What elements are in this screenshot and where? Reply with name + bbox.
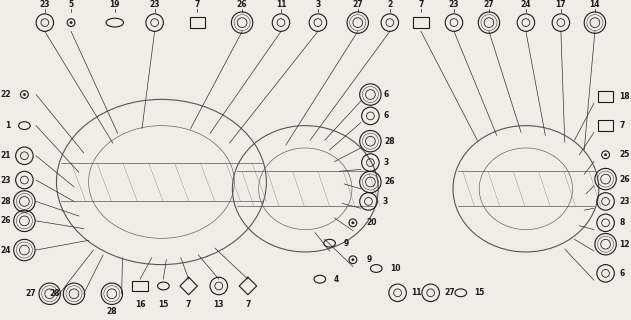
Text: 6: 6 — [619, 269, 625, 278]
Text: 27: 27 — [483, 0, 494, 9]
Circle shape — [23, 93, 26, 96]
Text: 15: 15 — [158, 300, 168, 308]
Text: 21: 21 — [0, 151, 11, 160]
Text: 20: 20 — [367, 218, 377, 227]
Text: 15: 15 — [475, 288, 485, 297]
Text: 7: 7 — [418, 0, 423, 9]
Text: 23: 23 — [40, 0, 50, 9]
Text: 28: 28 — [0, 197, 11, 206]
Text: 3: 3 — [384, 158, 389, 167]
Text: 23: 23 — [619, 197, 630, 206]
Text: 24: 24 — [0, 245, 11, 254]
Text: 7: 7 — [195, 0, 200, 9]
Circle shape — [70, 21, 72, 24]
Text: 28: 28 — [384, 137, 394, 146]
Text: 8: 8 — [619, 218, 625, 227]
Text: 25: 25 — [619, 150, 630, 159]
Text: 9: 9 — [367, 255, 372, 264]
Text: 19: 19 — [110, 0, 120, 9]
Text: 24: 24 — [521, 0, 531, 9]
Text: 7: 7 — [619, 121, 625, 130]
Text: 23: 23 — [150, 0, 160, 9]
Text: 27: 27 — [444, 288, 455, 297]
Text: 6: 6 — [384, 111, 389, 120]
Text: 23: 23 — [449, 0, 459, 9]
Text: 18: 18 — [619, 92, 630, 101]
Text: 22: 22 — [0, 90, 11, 99]
Text: 16: 16 — [135, 300, 145, 308]
Circle shape — [604, 154, 607, 156]
Text: 28: 28 — [50, 289, 61, 298]
Text: 27: 27 — [353, 0, 363, 9]
Text: 3: 3 — [382, 197, 387, 206]
Text: 23: 23 — [0, 176, 11, 185]
Text: 9: 9 — [343, 239, 348, 248]
Text: 11: 11 — [276, 0, 286, 9]
Text: 5: 5 — [69, 0, 74, 9]
Text: 13: 13 — [213, 300, 224, 308]
Text: 28: 28 — [107, 308, 117, 316]
Text: 14: 14 — [589, 0, 600, 9]
Text: 26: 26 — [384, 178, 394, 187]
Text: 27: 27 — [25, 289, 36, 298]
Circle shape — [351, 259, 354, 261]
Text: 10: 10 — [390, 264, 400, 273]
Circle shape — [351, 222, 354, 224]
Text: 26: 26 — [619, 175, 630, 184]
Text: 26: 26 — [0, 216, 11, 225]
Text: 11: 11 — [411, 288, 422, 297]
Text: 4: 4 — [333, 275, 339, 284]
Text: 7: 7 — [245, 300, 251, 308]
Text: 1: 1 — [6, 121, 11, 130]
Text: 2: 2 — [387, 0, 392, 9]
Text: 26: 26 — [237, 0, 247, 9]
Text: 12: 12 — [619, 240, 630, 249]
Text: 6: 6 — [384, 90, 389, 99]
Text: 7: 7 — [186, 300, 191, 308]
Text: 17: 17 — [555, 0, 566, 9]
Text: 3: 3 — [316, 0, 321, 9]
